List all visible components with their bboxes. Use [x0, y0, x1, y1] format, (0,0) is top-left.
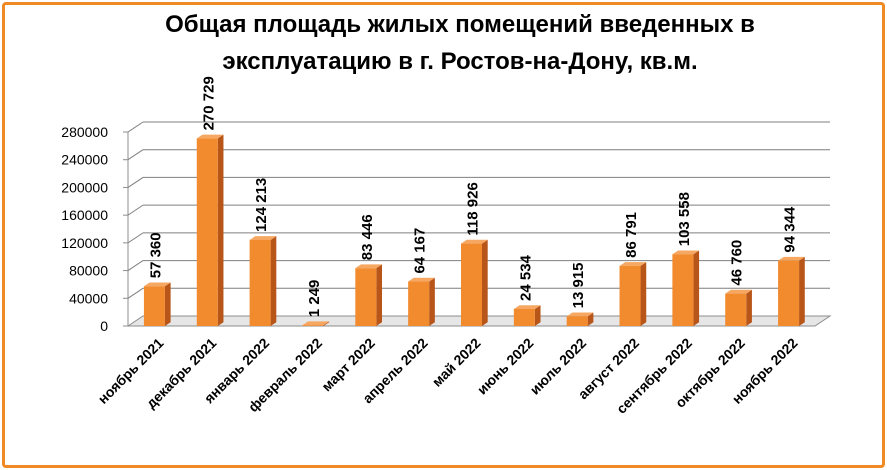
bar	[143, 286, 165, 326]
data-label: 46 760	[729, 240, 746, 286]
bar-top	[461, 239, 488, 244]
bar-side	[640, 262, 647, 326]
bar-side	[746, 289, 752, 326]
data-label: 118 926	[465, 182, 482, 235]
data-label: 13 915	[570, 262, 587, 308]
bar-top	[408, 277, 435, 282]
y-tick-label: 280000	[61, 124, 108, 140]
bar	[249, 239, 271, 326]
bar-top	[725, 289, 752, 294]
chart-title: Общая площадь жилых помещений введенных …	[90, 6, 830, 80]
data-label: 83 446	[359, 214, 376, 260]
bar-top	[672, 250, 700, 255]
y-tick-label: 160000	[61, 207, 108, 223]
gridline-depth	[127, 149, 144, 161]
gridline-depth	[127, 232, 144, 244]
data-label: 24 534	[517, 254, 534, 301]
gridline-depth	[127, 260, 144, 271]
bar-side	[587, 312, 594, 326]
bar-top	[196, 134, 224, 139]
data-label: 64 167	[412, 228, 429, 274]
y-tick-label: 200000	[61, 179, 108, 195]
data-label: 124 213	[253, 178, 270, 232]
data-label: 86 791	[623, 212, 640, 258]
gridline-depth	[127, 204, 144, 216]
gridline-depth	[127, 121, 144, 133]
y-tick-label: 240000	[61, 152, 108, 168]
bar	[513, 309, 535, 326]
bar-side	[799, 256, 805, 326]
bar-side	[693, 250, 700, 326]
data-label: 270 729	[200, 76, 217, 130]
bar-side	[164, 282, 171, 326]
data-label: 103 558	[676, 192, 693, 246]
data-label: 1 249	[306, 280, 323, 318]
y-tick-label: 0	[100, 318, 108, 334]
bar-top	[355, 264, 383, 269]
bar-side	[376, 264, 383, 326]
bar-top	[566, 312, 594, 317]
y-tick-label: 80000	[69, 263, 108, 279]
data-label: 57 360	[147, 232, 164, 278]
y-tick-label: 120000	[61, 235, 108, 251]
bar-top	[778, 256, 805, 261]
y-tick-label: 40000	[69, 290, 108, 306]
bar-top	[249, 236, 277, 240]
bar	[619, 265, 641, 326]
bar-side	[323, 321, 330, 326]
chart-title-line-2: эксплуатацию в г. Ростов-на-Дону, кв.м.	[222, 48, 698, 75]
gridline-depth	[127, 287, 144, 299]
bar-top	[143, 282, 171, 287]
bar-side	[217, 134, 224, 326]
bar-side	[270, 236, 277, 326]
chart-title-line-1: Общая площадь жилых помещений введенных …	[165, 11, 755, 38]
bar	[672, 254, 694, 326]
bar	[566, 316, 588, 326]
bar-side	[482, 239, 488, 326]
data-label: 94 344	[782, 206, 799, 253]
bar	[725, 293, 747, 326]
bar-side	[534, 305, 541, 326]
bar	[408, 281, 430, 326]
gridline-depth	[127, 177, 144, 188]
bar-top	[513, 305, 541, 310]
bar-top	[302, 321, 330, 326]
bar-top	[619, 262, 647, 266]
category-label: май 2022	[429, 335, 484, 390]
bar-side	[429, 277, 435, 326]
bar	[778, 260, 800, 326]
bar	[196, 138, 218, 326]
bar	[461, 243, 482, 326]
bar	[355, 268, 377, 326]
bar	[302, 325, 324, 326]
